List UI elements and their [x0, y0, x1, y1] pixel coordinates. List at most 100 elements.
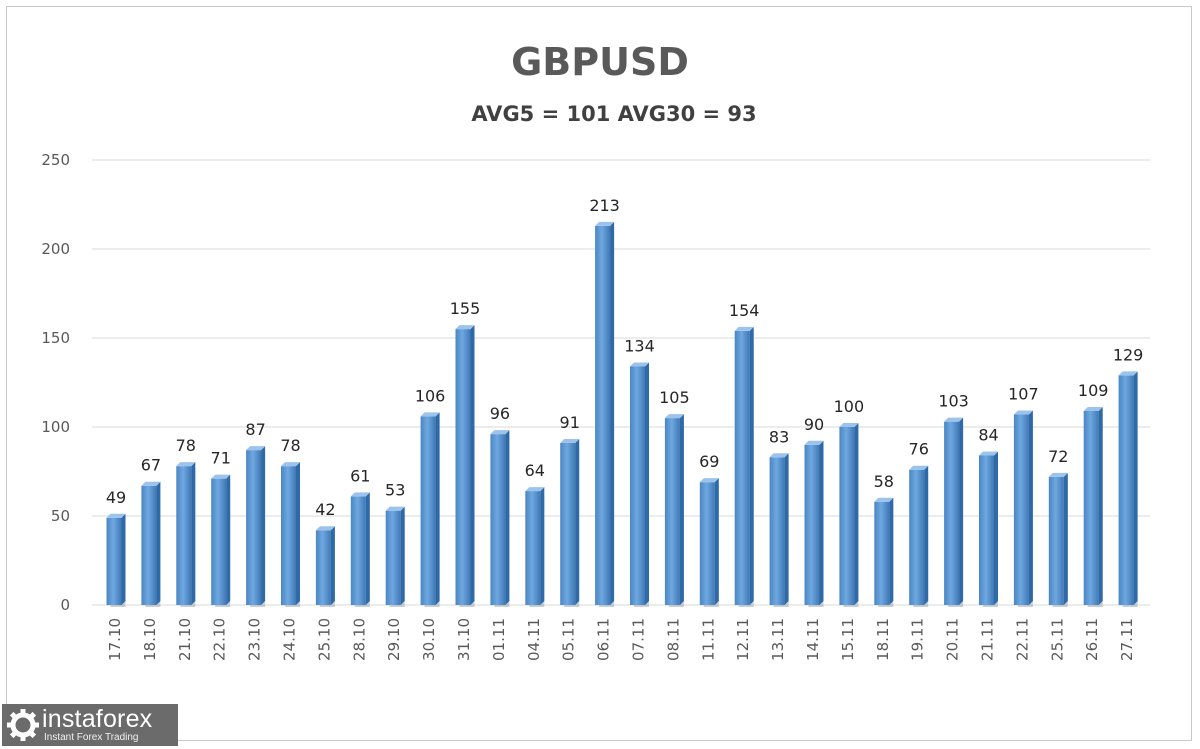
bar	[734, 326, 754, 607]
x-tick-label: 20.11	[944, 618, 962, 661]
bar-value-label: 42	[315, 500, 335, 519]
x-tick-label: 14.11	[804, 618, 822, 661]
x-tick-label: 15.11	[839, 618, 857, 661]
x-tick-label: 28.10	[350, 618, 368, 661]
x-tick-label: 07.11	[630, 618, 648, 661]
chart-subtitle: AVG5 = 101 AVG30 = 93	[471, 102, 757, 126]
x-tick-label: 11.11	[699, 618, 717, 661]
bar	[106, 513, 126, 607]
bar-value-label: 84	[978, 425, 998, 444]
bar-value-label: 87	[245, 420, 265, 439]
x-tick-label: 25.10	[315, 618, 333, 661]
x-tick-label: 05.11	[560, 618, 578, 661]
chart-title: GBPUSD	[511, 40, 689, 84]
bar	[560, 439, 580, 607]
bar-value-label: 129	[1113, 345, 1144, 364]
x-tick-label: 21.11	[979, 618, 997, 661]
bar-value-label: 78	[280, 436, 300, 455]
logo-tagline: Instant Forex Trading	[44, 732, 139, 743]
x-tick-label: 31.10	[455, 618, 473, 661]
bar-value-label: 71	[211, 449, 231, 468]
value-labels: 49 67 78 71 87 78 42 61 53 106 155 96 64 91 213 134 105 6…	[106, 196, 1144, 519]
bar	[315, 526, 335, 607]
bar-value-label: 58	[874, 472, 894, 491]
bar-value-label: 213	[589, 196, 620, 215]
bar-value-label: 76	[909, 440, 929, 459]
y-tick-label: 250	[41, 151, 70, 169]
bar	[490, 430, 510, 607]
bar-value-label: 53	[385, 481, 405, 500]
bar	[769, 453, 789, 607]
y-tick-label: 100	[41, 418, 70, 436]
bar	[804, 440, 824, 607]
x-tick-label: 26.11	[1083, 618, 1101, 661]
bar	[420, 412, 440, 607]
bar	[281, 462, 300, 607]
x-tick-label: 27.11	[1118, 618, 1136, 661]
gear-icon	[7, 709, 39, 741]
x-tick-label: 21.10	[176, 618, 194, 661]
bar	[1013, 410, 1033, 607]
bar	[664, 414, 684, 607]
x-tick-label: 13.11	[769, 618, 787, 661]
x-tick-label: 25.11	[1048, 618, 1066, 661]
bar	[525, 487, 545, 607]
gridlines	[92, 159, 1150, 606]
bar-value-label: 69	[699, 452, 719, 471]
y-axis-ticks: 0 50 100 150 200 250	[41, 151, 70, 614]
bar	[211, 474, 231, 607]
x-tick-label: 17.10	[106, 618, 124, 661]
bar-value-label: 134	[624, 336, 655, 355]
x-tick-label: 18.11	[874, 618, 892, 661]
bar	[1083, 406, 1103, 607]
x-tick-label: 29.10	[385, 618, 403, 661]
bar-value-label: 78	[176, 436, 196, 455]
bar-value-label: 103	[938, 392, 969, 411]
bar	[630, 362, 649, 607]
x-tick-label: 30.10	[420, 618, 438, 661]
bar	[141, 481, 161, 607]
bar	[699, 478, 719, 607]
bars	[106, 221, 1138, 608]
bar-value-label: 107	[1008, 385, 1039, 404]
x-tick-label: 01.11	[490, 618, 508, 661]
bar	[1048, 472, 1068, 607]
y-tick-label: 50	[51, 507, 70, 525]
bar	[246, 446, 266, 607]
bar	[350, 492, 370, 607]
bar-value-label: 155	[450, 299, 481, 318]
bar-value-label: 105	[659, 388, 690, 407]
x-tick-label: 18.10	[141, 618, 159, 661]
bar-value-label: 64	[525, 461, 545, 480]
bar-value-label: 61	[350, 466, 370, 485]
x-tick-label: 23.10	[246, 618, 264, 661]
bar-value-label: 96	[490, 404, 510, 423]
x-tick-label: 22.11	[1013, 618, 1031, 661]
bar-value-label: 72	[1048, 447, 1068, 466]
x-tick-label: 22.10	[211, 618, 229, 661]
bar	[455, 325, 475, 607]
bar-value-label: 67	[141, 456, 161, 475]
y-tick-label: 200	[41, 240, 70, 258]
x-tick-label: 12.11	[734, 618, 752, 661]
bar-value-label: 90	[804, 415, 824, 434]
x-tick-label: 24.10	[281, 618, 299, 661]
bar	[874, 497, 894, 607]
bar	[944, 417, 964, 607]
x-axis-ticks: 17.10 18.10 21.10 22.10 23.10 24.10 25.10 28.10…	[106, 618, 1136, 661]
bar	[1118, 371, 1138, 607]
bar-value-label: 83	[769, 427, 789, 446]
bar	[385, 506, 405, 607]
bar-value-label: 106	[415, 386, 446, 405]
bar-value-label: 109	[1078, 381, 1109, 400]
y-tick-label: 150	[41, 329, 70, 347]
x-tick-label: 06.11	[595, 618, 613, 661]
x-tick-label: 04.11	[525, 618, 543, 661]
bar-value-label: 91	[560, 413, 580, 432]
bar-value-label: 100	[834, 397, 865, 416]
bar	[909, 465, 929, 607]
bar-value-label: 154	[729, 301, 760, 320]
bar	[839, 423, 859, 607]
instaforex-logo: instaforex Instant Forex Trading	[2, 704, 178, 746]
